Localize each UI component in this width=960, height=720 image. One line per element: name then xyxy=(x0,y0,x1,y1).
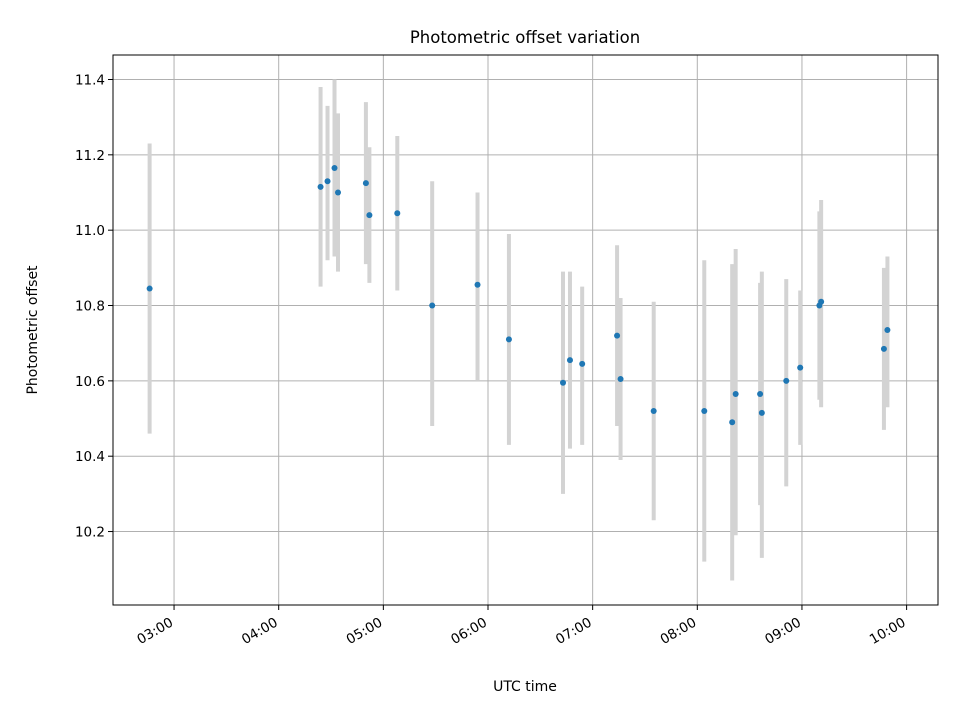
y-tick-label: 10.6 xyxy=(75,374,105,390)
x-tick-label: 05:00 xyxy=(344,615,386,648)
x-tick-label: 09:00 xyxy=(762,615,804,648)
data-point xyxy=(474,281,481,288)
plot-frame xyxy=(112,54,939,606)
point-layer xyxy=(146,165,891,426)
x-tick-layer: 03:00 04:00 05:00 06:00 07:00 08:00 09:00 10:00 xyxy=(134,605,909,648)
data-point xyxy=(729,419,736,426)
x-tick-label: 08:00 xyxy=(658,615,700,648)
data-point xyxy=(324,178,331,185)
x-tick-label: 06:00 xyxy=(448,615,490,648)
data-point xyxy=(566,357,573,364)
data-point xyxy=(701,407,708,414)
y-tick-label: 11.0 xyxy=(75,223,105,239)
data-point xyxy=(366,212,373,219)
grid-layer xyxy=(113,55,938,605)
data-point xyxy=(783,377,790,384)
y-tick-label: 11.2 xyxy=(75,148,105,164)
data-point xyxy=(394,210,401,217)
x-tick-label: 04:00 xyxy=(239,615,281,648)
y-tick-label: 11.4 xyxy=(75,72,105,88)
y-tick-label: 10.2 xyxy=(75,525,105,541)
data-point xyxy=(650,407,657,414)
y-tick-label: 10.4 xyxy=(75,449,105,465)
data-point xyxy=(884,327,891,333)
data-point xyxy=(331,165,338,172)
x-axis-title: UTC time xyxy=(493,679,557,695)
data-point xyxy=(362,180,369,187)
data-point xyxy=(146,285,153,292)
y-tick-layer: 10.2 10.4 10.6 10.8 11.0 11.2 11.4 xyxy=(75,72,113,541)
data-point xyxy=(757,391,764,398)
data-point xyxy=(429,302,436,309)
chart-title: Photometric offset variation xyxy=(410,28,640,47)
data-point xyxy=(758,409,765,416)
data-point xyxy=(335,189,341,196)
data-point xyxy=(617,375,624,382)
data-point xyxy=(579,360,586,367)
x-tick-label: 07:00 xyxy=(553,615,595,648)
x-tick-label: 03:00 xyxy=(134,615,176,648)
data-point xyxy=(797,364,804,371)
data-point xyxy=(732,391,739,398)
data-point xyxy=(560,379,566,386)
y-tick-label: 10.8 xyxy=(75,299,105,315)
x-tick-label: 10:00 xyxy=(867,615,909,648)
data-point xyxy=(880,345,887,352)
data-point xyxy=(317,183,324,190)
data-point xyxy=(505,336,512,343)
data-point xyxy=(614,332,621,339)
data-point xyxy=(818,298,825,305)
y-axis-title: Photometric offset xyxy=(25,265,41,395)
